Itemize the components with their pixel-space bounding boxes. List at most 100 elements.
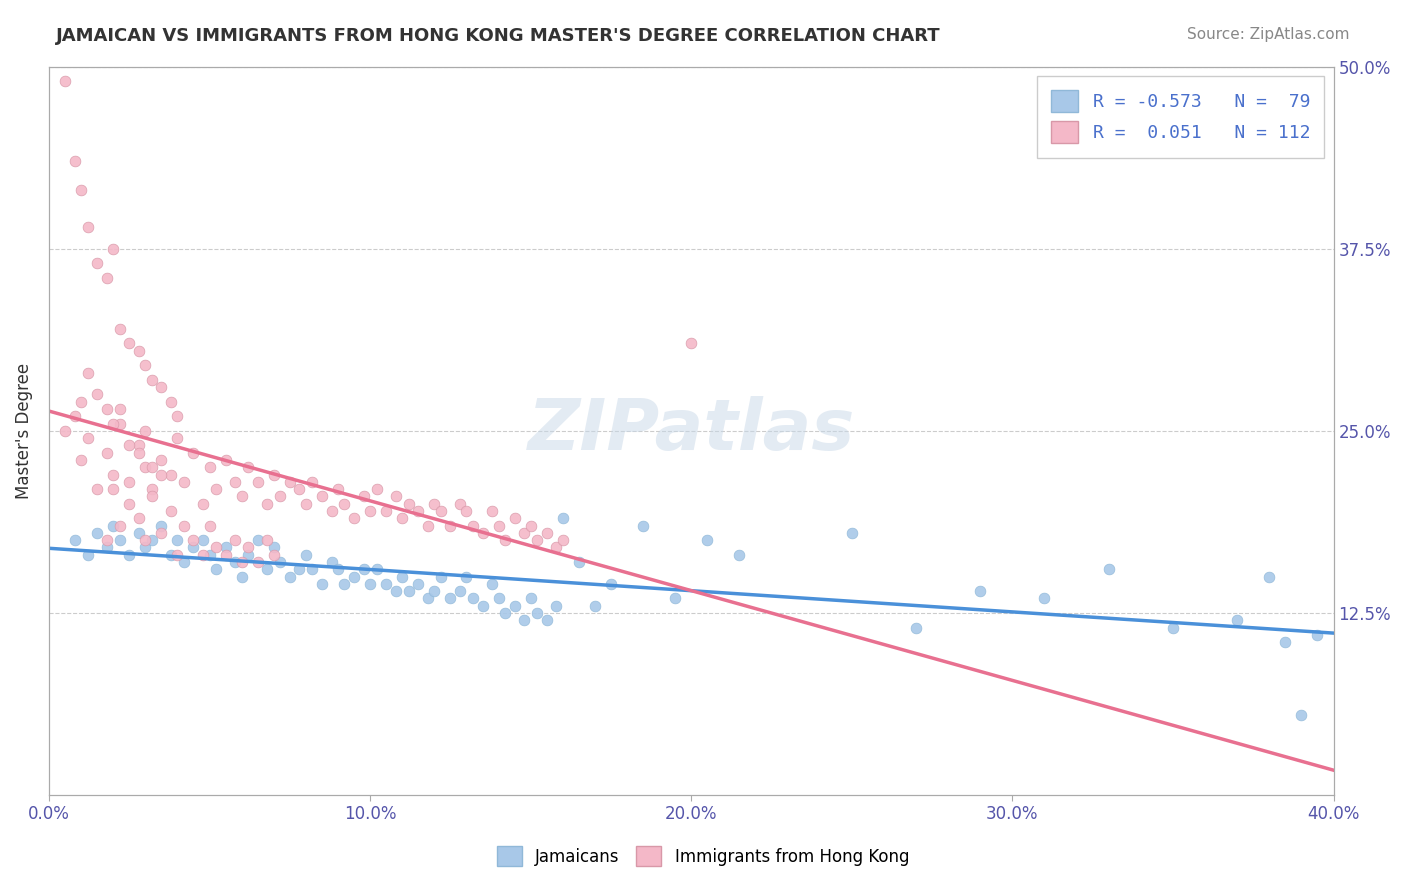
Point xyxy=(191,548,214,562)
Point xyxy=(236,548,259,562)
Point xyxy=(103,482,125,496)
Point xyxy=(231,569,253,583)
Point xyxy=(969,584,991,599)
Point xyxy=(1291,707,1313,722)
Point xyxy=(1226,613,1249,627)
Point xyxy=(263,541,285,555)
Point xyxy=(503,511,526,525)
Point xyxy=(198,460,221,475)
Point xyxy=(118,336,141,351)
Point xyxy=(551,511,574,525)
Point xyxy=(503,599,526,613)
Point xyxy=(198,518,221,533)
Point xyxy=(256,497,278,511)
Point xyxy=(236,460,259,475)
Point xyxy=(536,525,558,540)
Point xyxy=(494,606,516,620)
Point xyxy=(118,475,141,489)
Point xyxy=(214,548,236,562)
Point xyxy=(311,489,333,503)
Point xyxy=(600,576,623,591)
Point xyxy=(375,504,398,518)
Point xyxy=(173,475,195,489)
Point xyxy=(568,555,591,569)
Point xyxy=(108,417,131,431)
Point xyxy=(449,584,471,599)
Point xyxy=(439,518,461,533)
Point xyxy=(256,533,278,547)
Point xyxy=(166,548,188,562)
Point xyxy=(246,555,269,569)
Point xyxy=(205,482,228,496)
Point xyxy=(288,562,311,576)
Point xyxy=(96,270,118,285)
Point xyxy=(224,475,246,489)
Point xyxy=(841,525,863,540)
Point xyxy=(86,482,108,496)
Point xyxy=(63,533,86,547)
Point xyxy=(183,533,205,547)
Point xyxy=(488,518,510,533)
Point xyxy=(141,460,163,475)
Point xyxy=(278,569,301,583)
Point xyxy=(353,562,375,576)
Point xyxy=(96,445,118,459)
Point xyxy=(423,584,446,599)
Point xyxy=(141,533,163,547)
Point xyxy=(343,569,366,583)
Point xyxy=(1274,635,1296,649)
Point xyxy=(96,401,118,416)
Point xyxy=(1098,562,1121,576)
Point xyxy=(526,606,548,620)
Point xyxy=(406,504,429,518)
Point xyxy=(278,475,301,489)
Point xyxy=(333,497,356,511)
Point xyxy=(198,548,221,562)
Point xyxy=(108,322,131,336)
Point xyxy=(321,555,343,569)
Point xyxy=(385,584,408,599)
Point xyxy=(166,431,188,445)
Point xyxy=(526,533,548,547)
Point xyxy=(134,460,156,475)
Point xyxy=(160,394,183,409)
Point xyxy=(128,343,150,358)
Point xyxy=(70,394,93,409)
Point xyxy=(311,576,333,591)
Point xyxy=(150,518,173,533)
Point xyxy=(398,584,420,599)
Point xyxy=(391,569,413,583)
Point xyxy=(429,569,451,583)
Point xyxy=(375,576,398,591)
Point xyxy=(301,562,323,576)
Point xyxy=(53,424,76,438)
Point xyxy=(461,591,484,606)
Point xyxy=(366,562,388,576)
Text: Source: ZipAtlas.com: Source: ZipAtlas.com xyxy=(1187,27,1350,42)
Point xyxy=(366,482,388,496)
Point xyxy=(160,504,183,518)
Point xyxy=(160,548,183,562)
Point xyxy=(63,154,86,169)
Point xyxy=(269,489,291,503)
Legend: R = -0.573   N =  79, R =  0.051   N = 112: R = -0.573 N = 79, R = 0.051 N = 112 xyxy=(1036,76,1324,158)
Point xyxy=(191,497,214,511)
Point xyxy=(326,562,349,576)
Point xyxy=(214,453,236,467)
Y-axis label: Master's Degree: Master's Degree xyxy=(15,363,32,499)
Point xyxy=(76,548,98,562)
Point xyxy=(128,438,150,452)
Point xyxy=(214,541,236,555)
Point xyxy=(583,599,606,613)
Point xyxy=(173,555,195,569)
Point xyxy=(191,533,214,547)
Point xyxy=(343,511,366,525)
Point xyxy=(141,482,163,496)
Point xyxy=(63,409,86,424)
Point xyxy=(263,548,285,562)
Point xyxy=(183,541,205,555)
Point xyxy=(301,475,323,489)
Point xyxy=(551,533,574,547)
Point xyxy=(398,497,420,511)
Point xyxy=(1258,569,1281,583)
